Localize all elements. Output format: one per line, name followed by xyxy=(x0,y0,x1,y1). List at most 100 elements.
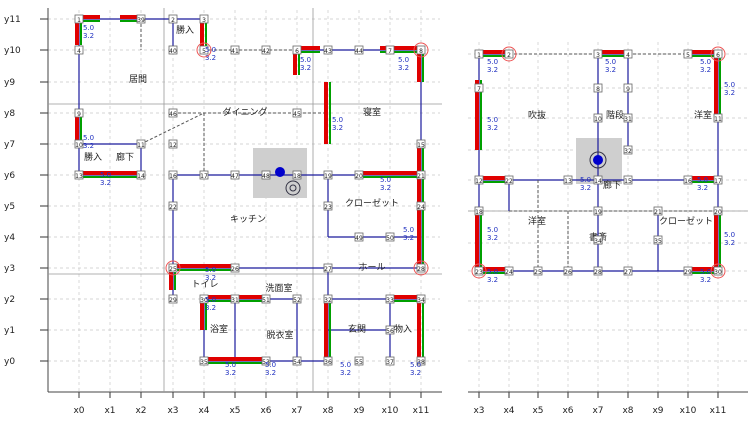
node-box[interactable] xyxy=(623,49,633,59)
selected-point[interactable] xyxy=(593,155,603,165)
node-box[interactable] xyxy=(504,49,514,59)
node-box[interactable] xyxy=(261,294,271,304)
node-box[interactable] xyxy=(385,45,395,55)
node-box[interactable] xyxy=(593,83,603,93)
node-box[interactable] xyxy=(74,14,84,24)
dashed-beam-line[interactable] xyxy=(140,112,205,145)
node-box[interactable] xyxy=(136,14,146,24)
node-box[interactable] xyxy=(323,356,333,366)
node-box[interactable] xyxy=(323,294,333,304)
node-box[interactable] xyxy=(199,45,209,55)
node-box[interactable] xyxy=(563,266,573,276)
node-box[interactable] xyxy=(474,49,484,59)
node-box[interactable] xyxy=(292,294,302,304)
node-box[interactable] xyxy=(261,45,271,55)
node-box[interactable] xyxy=(533,266,543,276)
node-box[interactable] xyxy=(713,206,723,216)
node-box[interactable] xyxy=(261,170,271,180)
node-box[interactable] xyxy=(292,108,302,118)
node-box[interactable] xyxy=(354,45,364,55)
node-box[interactable] xyxy=(199,14,209,24)
node-box[interactable] xyxy=(168,139,178,149)
node-box[interactable] xyxy=(292,45,302,55)
highlight-circle[interactable] xyxy=(413,42,429,58)
node-box[interactable] xyxy=(593,235,603,245)
node-box[interactable] xyxy=(713,113,723,123)
node-box[interactable] xyxy=(168,201,178,211)
highlight-circle[interactable] xyxy=(413,260,429,276)
node-box[interactable] xyxy=(593,49,603,59)
node-box[interactable] xyxy=(230,294,240,304)
node-box[interactable] xyxy=(354,170,364,180)
node-box[interactable] xyxy=(416,263,426,273)
node-box[interactable] xyxy=(416,45,426,55)
node-box[interactable] xyxy=(416,201,426,211)
node-box[interactable] xyxy=(416,170,426,180)
node-box[interactable] xyxy=(563,175,573,185)
node-box[interactable] xyxy=(230,263,240,273)
node-box[interactable] xyxy=(385,232,395,242)
node-box[interactable] xyxy=(168,263,178,273)
floor1-plan-panel[interactable]: x0 x1 x2 x3 x4 x5 x6 x7 x8 x9 x10 x11y11y10y9y8y7y6… xyxy=(4,8,442,416)
node-box[interactable] xyxy=(199,294,209,304)
node-box[interactable] xyxy=(292,170,302,180)
node-box[interactable] xyxy=(683,266,693,276)
rotation-handle[interactable] xyxy=(285,180,301,196)
node-box[interactable] xyxy=(713,266,723,276)
node-box[interactable] xyxy=(504,175,514,185)
node-box[interactable] xyxy=(474,206,484,216)
node-box[interactable] xyxy=(713,175,723,185)
node-box[interactable] xyxy=(354,232,364,242)
node-box[interactable] xyxy=(168,170,178,180)
node-box[interactable] xyxy=(653,235,663,245)
node-box[interactable] xyxy=(136,139,146,149)
node-box[interactable] xyxy=(385,356,395,366)
node-box[interactable] xyxy=(168,294,178,304)
node-box[interactable] xyxy=(504,266,514,276)
node-box[interactable] xyxy=(354,356,364,366)
node-box[interactable] xyxy=(416,294,426,304)
rotation-handle[interactable] xyxy=(589,151,607,169)
node-box[interactable] xyxy=(168,45,178,55)
floor2-plan-panel[interactable]: x3x4x5x6x7x8x9x10x11吹抜階段洋室廊下洋室書斎クローゼット12… xyxy=(468,42,748,416)
highlight-circle[interactable] xyxy=(710,46,726,62)
node-box[interactable] xyxy=(74,170,84,180)
node-box[interactable] xyxy=(623,266,633,276)
node-box[interactable] xyxy=(474,266,484,276)
node-box[interactable] xyxy=(683,49,693,59)
node-box[interactable] xyxy=(474,175,484,185)
highlight-circle[interactable] xyxy=(165,260,181,276)
node-box[interactable] xyxy=(168,14,178,24)
node-box[interactable] xyxy=(292,356,302,366)
node-box[interactable] xyxy=(416,139,426,149)
node-box[interactable] xyxy=(323,170,333,180)
node-box[interactable] xyxy=(593,206,603,216)
rotation-handle-inner[interactable] xyxy=(289,184,297,192)
node-box[interactable] xyxy=(230,170,240,180)
node-box[interactable] xyxy=(385,294,395,304)
highlight-circle[interactable] xyxy=(710,263,726,279)
node-box[interactable] xyxy=(74,108,84,118)
node-box[interactable] xyxy=(168,108,178,118)
node-box[interactable] xyxy=(593,113,603,123)
node-box[interactable] xyxy=(593,175,603,185)
node-box[interactable] xyxy=(74,45,84,55)
node-box[interactable] xyxy=(713,49,723,59)
node-box[interactable] xyxy=(323,45,333,55)
node-box[interactable] xyxy=(323,201,333,211)
node-box[interactable] xyxy=(74,139,84,149)
node-box[interactable] xyxy=(199,170,209,180)
node-box[interactable] xyxy=(199,356,209,366)
node-box[interactable] xyxy=(593,266,603,276)
node-box[interactable] xyxy=(623,83,633,93)
highlight-circle[interactable] xyxy=(471,263,487,279)
node-box[interactable] xyxy=(623,145,633,155)
node-box[interactable] xyxy=(416,356,426,366)
node-box[interactable] xyxy=(323,263,333,273)
node-box[interactable] xyxy=(683,175,693,185)
node-box[interactable] xyxy=(261,356,271,366)
highlight-circle[interactable] xyxy=(196,42,212,58)
node-box[interactable] xyxy=(653,206,663,216)
selected-point[interactable] xyxy=(275,167,285,177)
node-box[interactable] xyxy=(230,45,240,55)
